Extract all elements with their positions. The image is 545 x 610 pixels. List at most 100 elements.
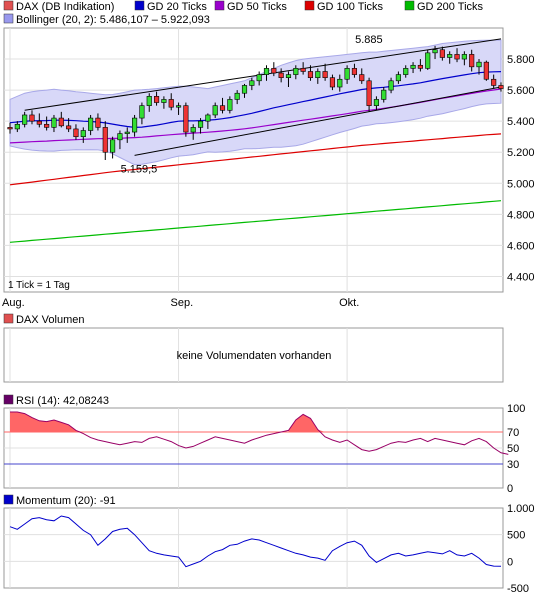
candle <box>66 118 72 133</box>
candle-body <box>263 68 270 75</box>
y-tick-label: 4.800 <box>507 209 535 221</box>
candle-body <box>410 64 416 69</box>
candle-body <box>366 80 372 106</box>
candle-body <box>249 80 255 86</box>
candle <box>395 71 401 84</box>
candle <box>373 96 379 111</box>
trend-line-upper <box>24 38 502 111</box>
price-annotation: 5.885 <box>355 34 383 46</box>
candle <box>7 122 13 134</box>
candle <box>95 113 101 131</box>
candle <box>51 114 57 133</box>
candle <box>337 74 343 92</box>
candle-body <box>146 96 152 106</box>
legend-label: RSI (14): 42,08243 <box>16 395 109 407</box>
candle-body <box>329 77 336 88</box>
candle <box>366 77 372 112</box>
candle <box>58 111 64 128</box>
candle-body <box>388 80 394 91</box>
candle <box>432 45 438 60</box>
candle-body <box>168 99 174 108</box>
candle-body <box>88 117 94 131</box>
candle-body <box>175 105 182 108</box>
candle-body <box>95 117 101 128</box>
volume-panel: keine Volumendaten vorhanden <box>3 327 504 383</box>
candle <box>190 124 196 140</box>
sma100-line <box>9 133 502 186</box>
candle-body <box>139 105 145 119</box>
legend-label: GD 100 Ticks <box>317 1 384 13</box>
bollinger-band <box>9 39 502 166</box>
volume-legend: DAX Volumen <box>3 313 84 326</box>
legend-label: GD 50 Ticks <box>227 1 287 13</box>
candle-body <box>359 74 365 82</box>
candle <box>175 102 182 115</box>
candle-body <box>403 68 409 75</box>
candle <box>205 113 211 129</box>
candle-body <box>102 127 108 153</box>
candle <box>263 65 270 81</box>
candle <box>293 65 299 80</box>
candle-body <box>351 68 358 75</box>
candle-body <box>337 78 343 88</box>
candle <box>44 116 50 131</box>
candle <box>88 114 94 136</box>
candle-body <box>344 68 350 80</box>
rsi-line <box>10 411 509 455</box>
candle <box>146 93 152 112</box>
candle-body <box>234 92 240 100</box>
candle <box>491 74 497 89</box>
candle <box>285 71 292 88</box>
y-tick-label: 50 <box>507 443 519 455</box>
candle <box>124 127 130 143</box>
candle-body <box>278 72 284 78</box>
candle <box>153 91 160 106</box>
x-tick-label: Aug. <box>2 297 25 309</box>
candle <box>315 68 321 84</box>
legend-swatch <box>3 0 14 11</box>
y-tick-label: 5.200 <box>507 147 535 159</box>
legend-label: Momentum (20): -91 <box>16 495 116 507</box>
x-tick-label: Okt. <box>339 297 359 309</box>
candle <box>139 102 145 125</box>
candle <box>80 127 86 143</box>
candle <box>359 68 365 84</box>
bollinger-legend: Bollinger (20, 2): 5.486,107 – 5.922,093 <box>3 13 210 26</box>
candle-body <box>14 123 20 130</box>
candle-body <box>483 61 489 80</box>
candle <box>381 87 387 103</box>
candle <box>22 111 28 128</box>
legend-label: Bollinger (20, 2): 5.486,107 – 5.922,093 <box>16 14 210 26</box>
candle <box>417 59 423 72</box>
candle <box>73 124 79 140</box>
candle <box>469 49 475 72</box>
candle <box>425 49 431 70</box>
candle <box>219 97 226 114</box>
price-panel: 4.400 4.600 4.800 5.000 5.200 5.400 5.600 5.800… <box>2 27 535 309</box>
candle <box>241 83 248 98</box>
y-tick-label: 5.800 <box>507 54 535 66</box>
candle-body <box>322 71 328 78</box>
candle-body <box>110 139 116 153</box>
candle <box>307 65 314 81</box>
candle <box>351 63 358 78</box>
candle <box>322 63 328 81</box>
price-annotation: 5.159,5 <box>121 164 158 176</box>
rsi-overbought-fill <box>10 412 326 432</box>
volume-plot-frame <box>3 327 504 383</box>
candle <box>36 113 42 128</box>
candle <box>102 121 108 160</box>
candle-body <box>447 54 453 58</box>
candle <box>461 51 467 66</box>
candle <box>344 65 350 84</box>
candle-body <box>205 114 211 122</box>
candle <box>29 110 35 125</box>
y-tick-label: 5.600 <box>507 85 535 97</box>
candle-body <box>425 52 431 69</box>
legend-swatch <box>134 0 145 11</box>
y-tick-label: 0 <box>507 556 513 568</box>
no-volume-message: keine Volumendaten vorhanden <box>177 350 332 362</box>
trend-line-lower <box>134 86 502 156</box>
sma200-line <box>9 200 502 243</box>
